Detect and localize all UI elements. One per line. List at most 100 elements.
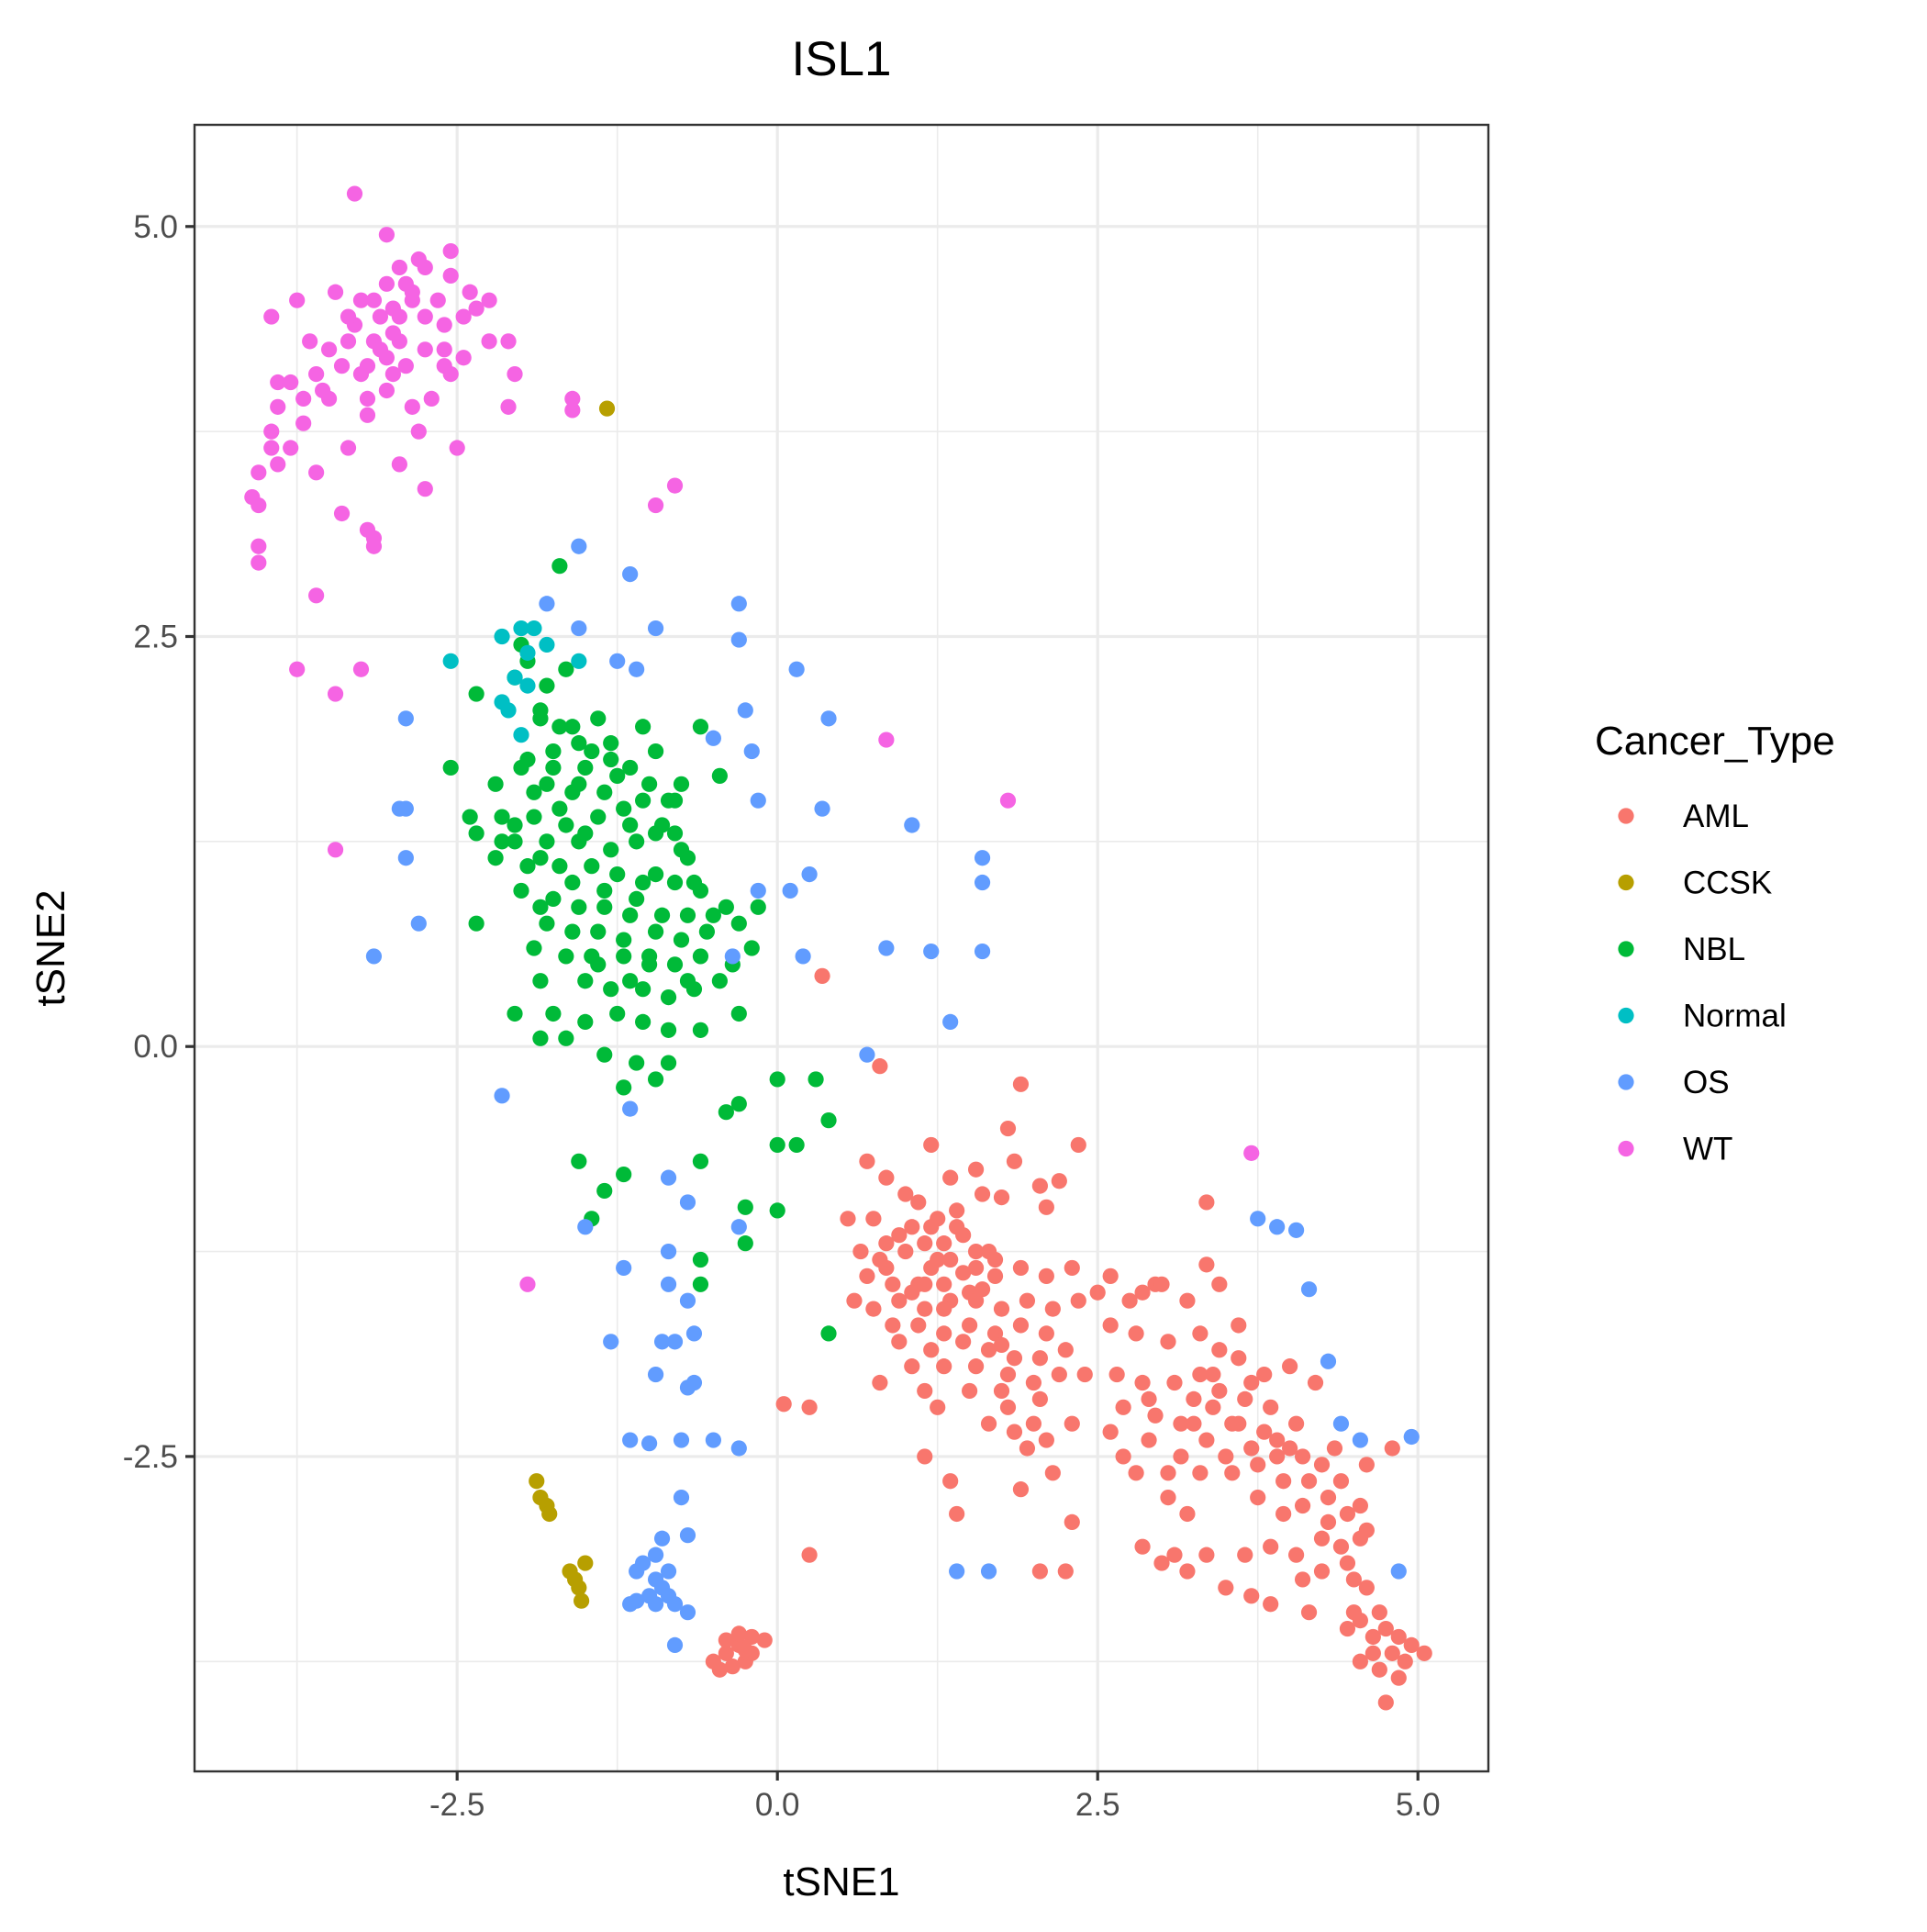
data-point [622,1432,639,1448]
data-point [1198,1432,1215,1448]
data-point [840,1211,856,1227]
data-point [417,341,433,358]
data-point [487,850,504,866]
data-point [1358,1580,1375,1596]
data-point [1339,1505,1356,1523]
data-point [1339,1555,1356,1571]
data-point [1256,1424,1273,1440]
data-point [1019,1440,1036,1457]
data-point [571,653,587,669]
data-point [545,890,562,907]
data-point [692,719,709,735]
data-point [942,1013,959,1031]
data-point [647,1366,664,1383]
data-point [1211,1276,1228,1292]
data-point [679,1194,696,1211]
data-point [814,800,830,817]
data-point [1179,1563,1196,1580]
data-point [750,882,766,899]
data-point [1141,1390,1157,1407]
data-point [507,669,523,686]
data-point [917,1276,933,1292]
data-point [1153,1276,1170,1292]
data-point [653,907,671,923]
data-point [635,874,652,891]
data-point [315,382,331,399]
data-point [283,374,299,391]
data-point [1038,1199,1054,1215]
data-point [616,1079,632,1096]
data-point [616,948,632,965]
data-point [564,874,581,891]
data-point [526,784,542,800]
data-point [1102,1424,1119,1440]
data-point [1031,1350,1048,1367]
data-point [1134,1374,1151,1391]
data-point [609,767,626,784]
data-point [519,1276,536,1292]
data-point [647,1547,664,1563]
data-point [647,865,664,883]
data-point [251,464,267,481]
data-point [577,825,594,842]
legend-item-nbl: NBL [1618,932,1745,967]
data-point [1287,1415,1305,1432]
data-point [263,308,280,325]
data-point [545,743,562,760]
data-point [660,1276,677,1292]
data-point [551,558,568,575]
data-point [705,1653,721,1670]
data-point [718,1645,734,1661]
data-point [891,1292,908,1309]
y-tick-label: 0.0 [133,1029,178,1065]
data-point [1300,1281,1318,1298]
data-point [1031,1390,1048,1407]
data-point [801,865,818,883]
data-point [1031,1178,1048,1194]
data-point [859,1046,875,1063]
data-point [640,948,658,965]
data-point [1012,1076,1030,1092]
data-point [590,956,607,973]
data-point [730,1096,747,1112]
data-point [1282,1440,1298,1457]
data-point [507,366,523,383]
data-point [679,850,696,866]
data-point [609,653,626,669]
data-point [500,702,517,719]
data-point [378,350,395,366]
data-point [942,1251,959,1268]
data-point [1377,1694,1394,1711]
data-point [1384,1440,1400,1457]
data-point [442,759,459,776]
data-point [596,784,613,800]
data-point [410,915,427,932]
data-point [378,275,395,292]
data-point [1006,1350,1023,1367]
data-point [949,1219,965,1235]
legend-label: OS [1683,1065,1730,1100]
data-point [666,792,684,809]
data-point [1006,1153,1023,1169]
data-point [1313,1457,1331,1473]
data-point [666,477,684,494]
data-point [1205,1399,1221,1415]
data-point [904,1358,920,1375]
data-point [1250,1457,1266,1473]
data-point [904,817,920,833]
data-point [635,792,652,809]
data-point [308,464,325,481]
data-point [429,292,446,308]
data-point [1057,1563,1074,1580]
data-point [878,1259,895,1277]
data-point [1218,1448,1234,1465]
data-point [999,1366,1017,1383]
series-os [365,538,1420,1654]
data-point [647,1071,664,1088]
data-point [660,1055,677,1071]
data-point [1384,1645,1400,1661]
data-point [1166,1547,1183,1563]
data-point [404,284,420,300]
data-point [417,481,433,497]
data-point [539,833,555,850]
